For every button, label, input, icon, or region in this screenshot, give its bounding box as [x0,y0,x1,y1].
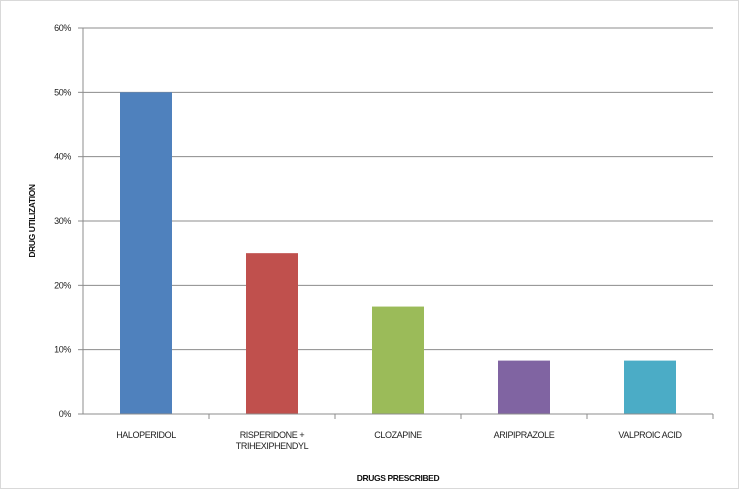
bars [120,92,676,414]
y-tick-label: 30% [54,216,71,226]
x-tick-label: CLOZAPINE [374,430,422,440]
x-tick-label: HALOPERIDOL [116,430,176,440]
bar [498,360,550,414]
x-tick-label: ARIPIPRAZOLE [494,430,555,440]
gridlines [83,27,713,351]
bar [372,306,424,414]
x-axis-title: DRUGS PRESCRIBED [357,473,440,483]
x-tick-label: VALPROIC ACID [618,430,682,440]
x-axis-ticks: HALOPERIDOL RISPERIDONE + TRIHEXIPHENDYL CL… [116,414,714,451]
bar [120,92,172,414]
y-axis-ticks: 0% 10% 20% 30% 40% 50% 60% [54,23,83,419]
x-tick-label: RISPERIDONE + TRIHEXIPHENDYL [236,430,309,451]
y-tick-label: 20% [54,280,71,290]
y-tick-label: 0% [59,409,72,419]
y-tick-label: 60% [54,23,71,33]
y-axis-title: DRUG UTILIZATION [27,184,37,257]
y-tick-label: 50% [54,87,71,97]
y-tick-label: 10% [54,345,71,355]
bar [246,253,298,414]
y-tick-label: 40% [54,152,71,162]
bar [624,360,676,414]
